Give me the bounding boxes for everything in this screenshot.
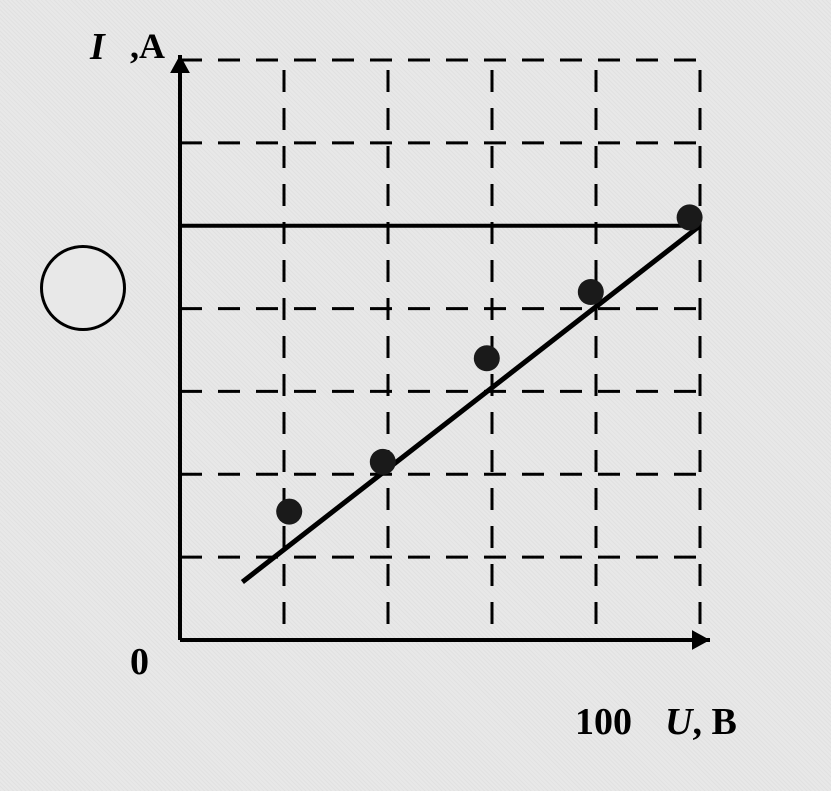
y-axis-label: I: [90, 25, 105, 69]
data-point: [370, 449, 396, 475]
data-point: [276, 499, 302, 525]
y-axis-arrow: [170, 55, 190, 73]
x-axis-unit: , B: [692, 701, 736, 743]
data-point: [578, 279, 604, 305]
fit-line: [242, 226, 700, 582]
data-point: [677, 204, 703, 230]
x-axis-label: U, B: [665, 700, 737, 744]
data-point: [474, 345, 500, 371]
chart-plot-area: [160, 50, 720, 670]
x-axis-arrow: [692, 630, 710, 650]
chart-svg: [160, 50, 720, 670]
decoration-circle: [40, 245, 126, 331]
origin-label: 0: [130, 640, 149, 684]
x-axis-var: U: [665, 701, 692, 743]
x-tick-100: 100: [575, 700, 632, 744]
